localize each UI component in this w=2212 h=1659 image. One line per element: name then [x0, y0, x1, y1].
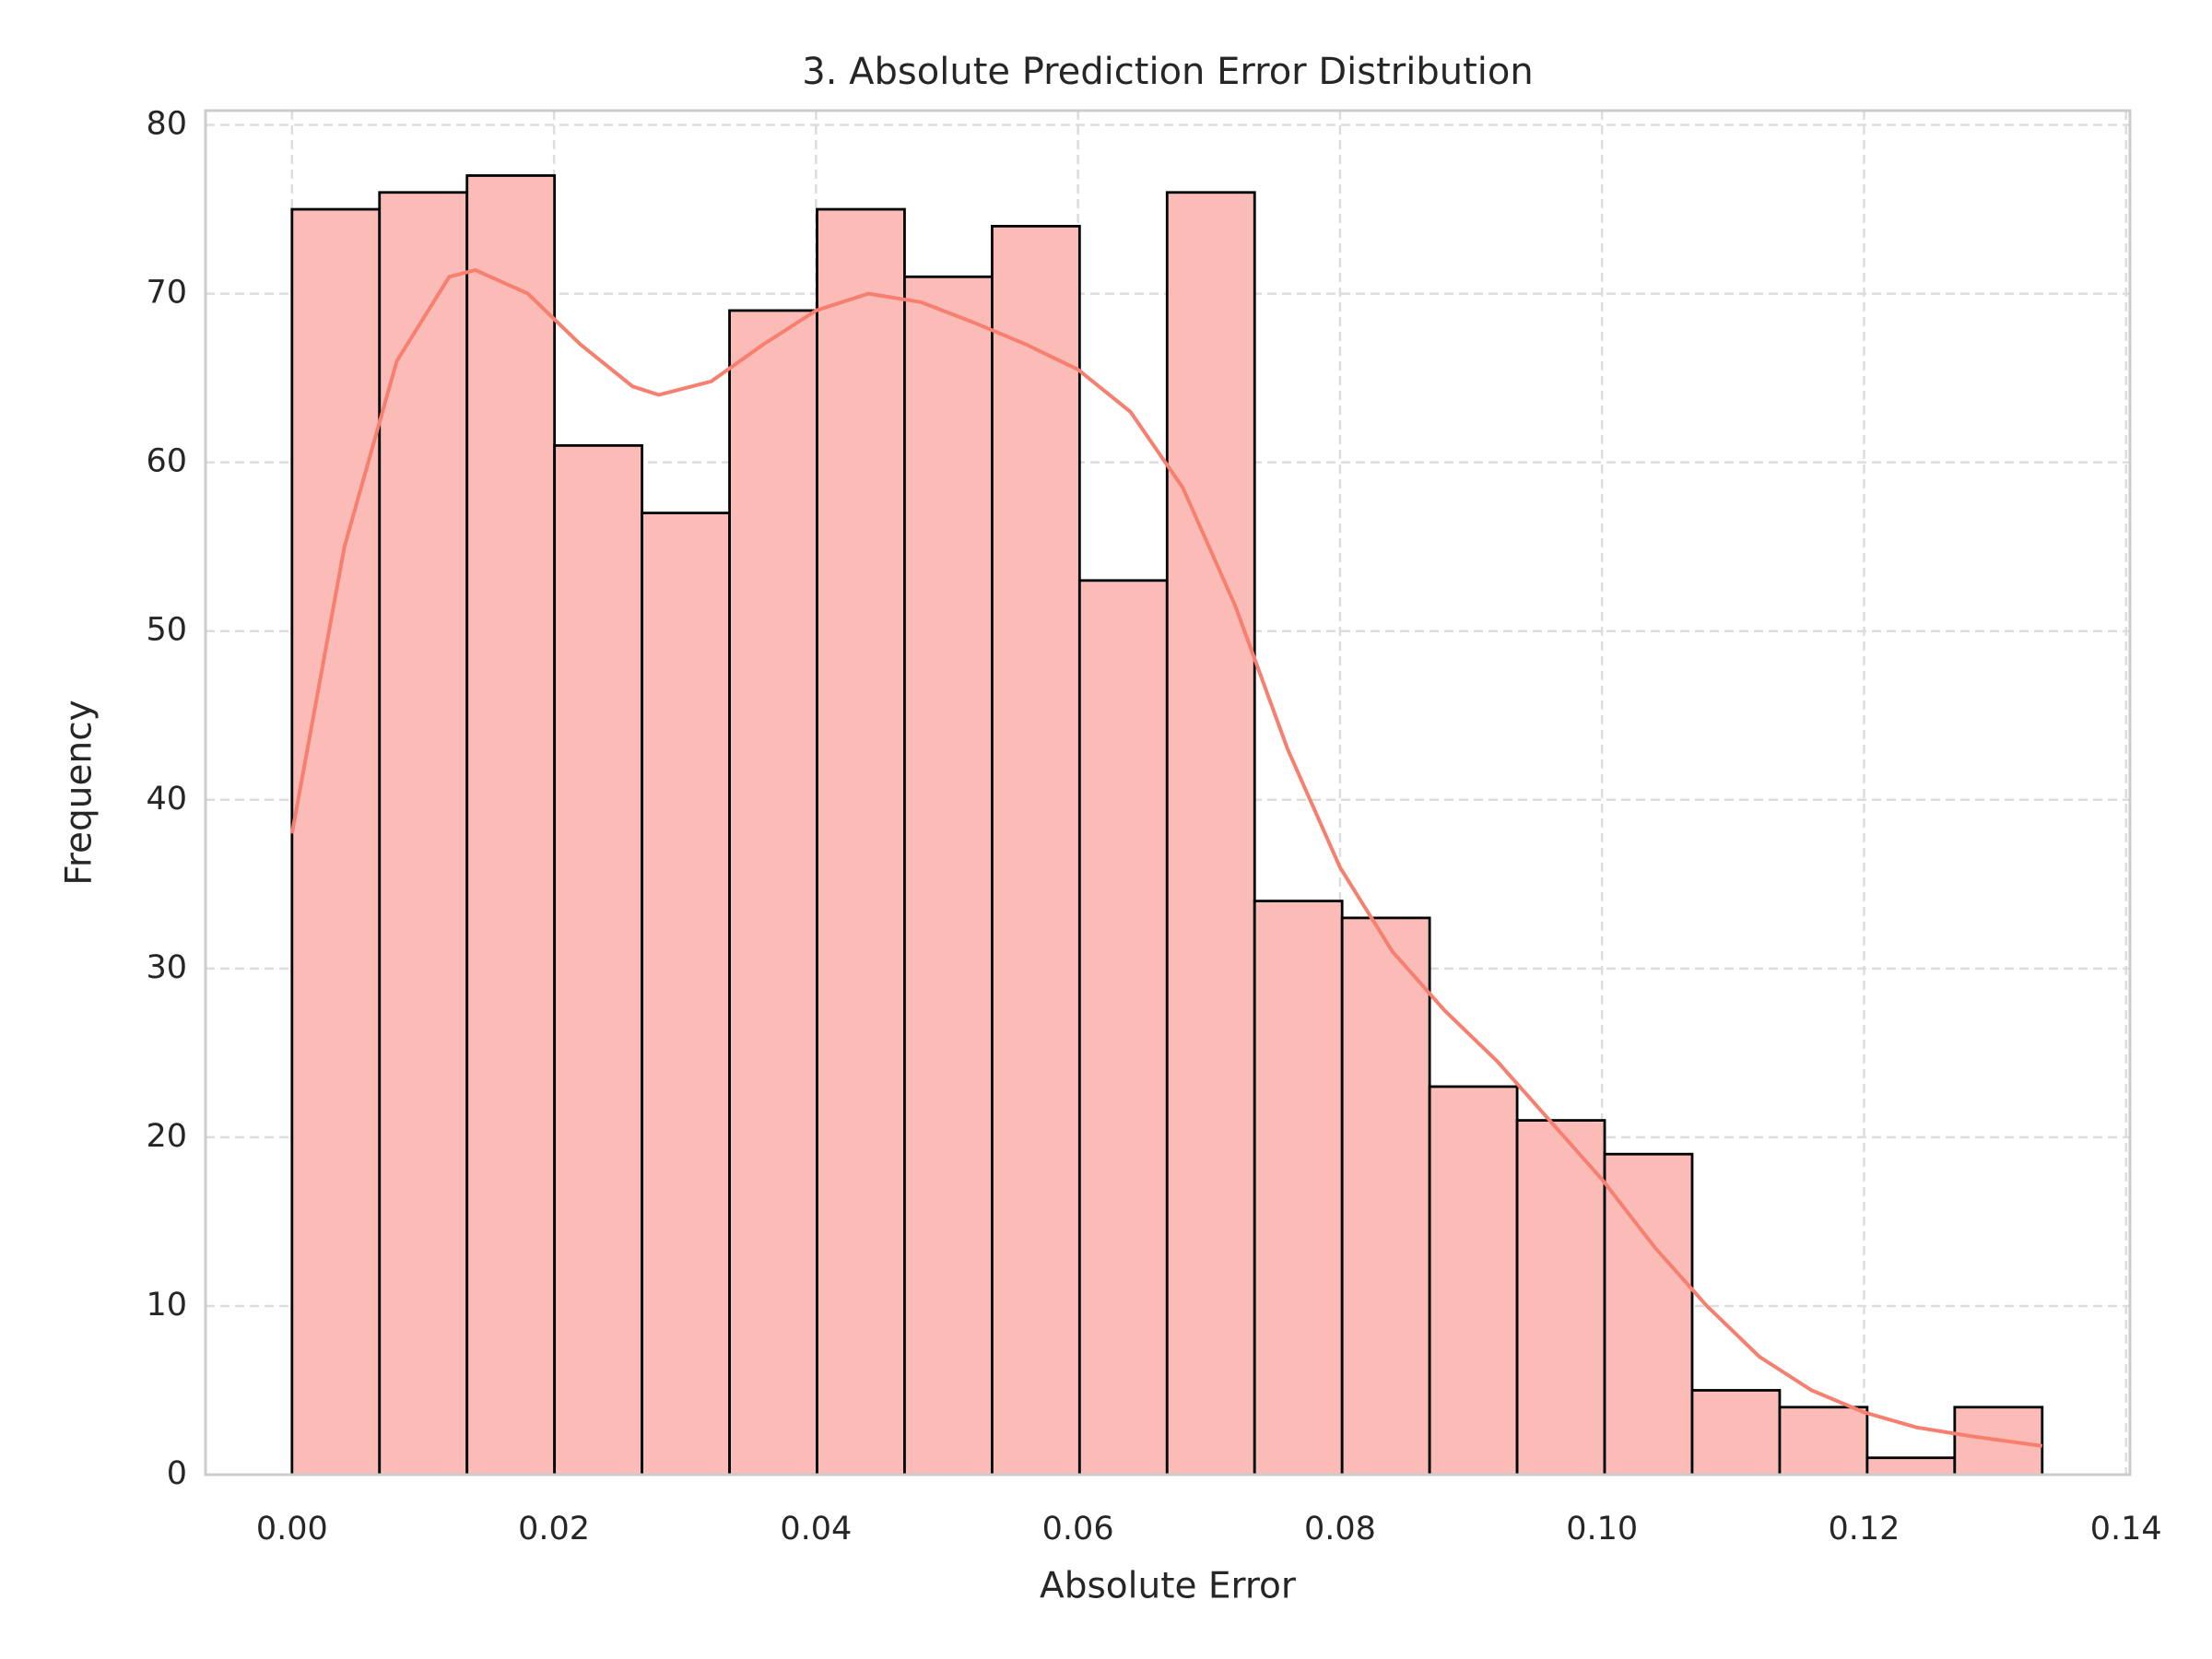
y-tick-label: 30 [146, 949, 187, 986]
plot-frame [204, 109, 2132, 1477]
chart-title: 3. Absolute Prediction Error Distributio… [802, 51, 1533, 93]
x-tick-label: 0.06 [1042, 1511, 1114, 1547]
y-axis-label: Frequency [59, 700, 100, 885]
x-tick-label: 0.04 [780, 1511, 852, 1547]
bar [903, 275, 994, 1477]
bar [465, 174, 557, 1477]
bar [1165, 191, 1256, 1477]
x-axis-label: Absolute Error [1040, 1566, 1297, 1607]
y-tick-label: 80 [146, 106, 187, 143]
x-tick-label: 0.10 [1566, 1511, 1638, 1547]
bar [1603, 1152, 1694, 1477]
bar [1340, 916, 1431, 1477]
bar [553, 443, 644, 1477]
bar [1253, 900, 1344, 1477]
bar [1778, 1406, 1869, 1477]
bar [1428, 1085, 1519, 1477]
y-tick-label: 10 [146, 1287, 187, 1324]
x-tick-label: 0.02 [518, 1511, 590, 1547]
bar [816, 207, 906, 1477]
x-tick-label: 0.00 [256, 1511, 328, 1547]
bar [728, 309, 818, 1477]
bar [1865, 1456, 1957, 1477]
bar [1515, 1119, 1606, 1477]
x-tick-label: 0.08 [1304, 1511, 1376, 1547]
y-tick-label: 50 [146, 612, 187, 649]
y-tick-label: 0 [167, 1455, 187, 1492]
bar [1077, 579, 1169, 1477]
y-tick-label: 40 [146, 781, 187, 818]
y-tick-label: 70 [146, 275, 187, 312]
y-tick-label: 20 [146, 1118, 187, 1155]
bar [290, 207, 382, 1477]
bar [641, 512, 731, 1477]
x-tick-label: 0.12 [1828, 1511, 1900, 1547]
y-tick-label: 60 [146, 443, 187, 480]
bar [378, 191, 469, 1477]
bar [990, 224, 1081, 1477]
kde-line [289, 267, 2043, 1448]
bar [1690, 1389, 1782, 1477]
x-tick-label: 0.14 [2090, 1511, 2162, 1547]
